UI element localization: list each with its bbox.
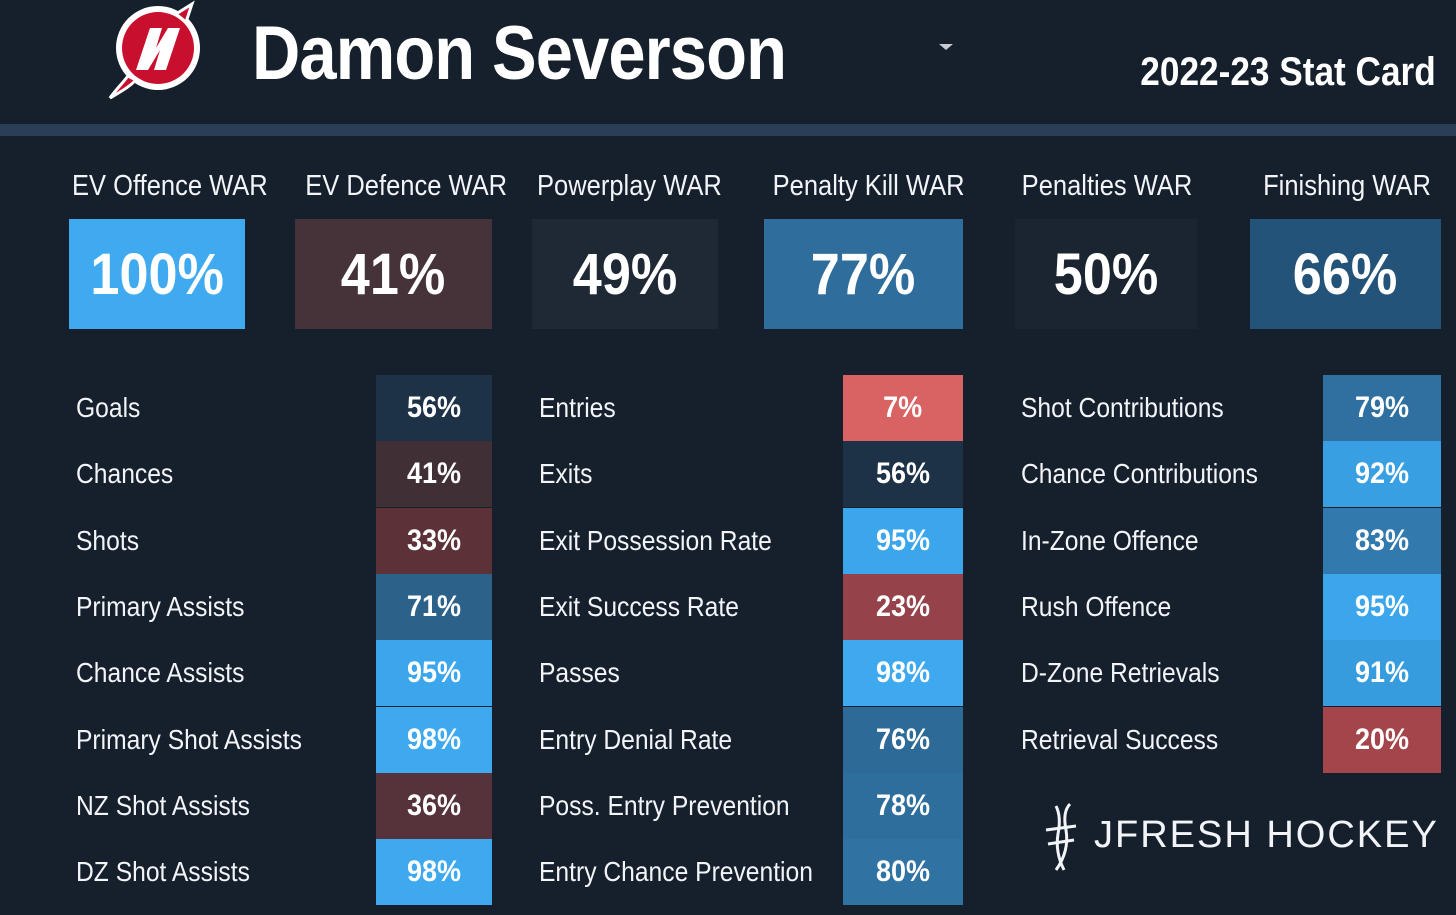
stat-value-entries: 7%: [843, 375, 963, 441]
stat-value-chance-contributions: 92%: [1323, 441, 1441, 507]
war-value-penalties: 50%: [1015, 219, 1197, 329]
war-label-ev-defence: EV Defence WAR: [305, 170, 508, 202]
stat-label-chance-contributions: Chance Contributions: [1021, 458, 1258, 489]
stat-value-entry-denial-rate: 76%: [843, 707, 963, 773]
stat-value-nz-shot-assists: 36%: [376, 773, 492, 839]
stat-label-rush-offence: Rush Offence: [1021, 591, 1172, 622]
stat-label-exit-success-rate: Exit Success Rate: [539, 591, 739, 622]
stat-label-entries: Entries: [539, 392, 616, 423]
war-value-finishing: 66%: [1250, 219, 1441, 329]
jfresh-logo-icon: [1045, 802, 1077, 871]
stat-value-dz-shot-assists: 98%: [376, 839, 492, 905]
stat-label-primary-shot-assists: Primary Shot Assists: [76, 724, 302, 755]
war-label-penalties: Penalties WAR: [1021, 170, 1193, 202]
stat-value-primary-shot-assists: 98%: [376, 707, 492, 773]
stat-label-shot-contributions: Shot Contributions: [1021, 392, 1224, 423]
war-label-penalty-kill: Penalty Kill WAR: [772, 170, 965, 202]
stat-value-primary-assists: 71%: [376, 574, 492, 640]
stat-value-goals: 56%: [376, 375, 492, 441]
stat-label-in-zone-offence: In-Zone Offence: [1021, 525, 1199, 556]
stat-label-exit-possession-rate: Exit Possession Rate: [539, 525, 772, 556]
stat-label-d-zone-retrievals: D-Zone Retrievals: [1021, 657, 1220, 688]
stat-value-chance-assists: 95%: [376, 640, 492, 706]
stat-label-entry-denial-rate: Entry Denial Rate: [539, 724, 733, 755]
stat-value-chances: 41%: [376, 441, 492, 507]
war-label-finishing: Finishing WAR: [1263, 170, 1431, 202]
stat-value-entry-chance-prevention: 80%: [843, 839, 963, 905]
stat-value-d-zone-retrievals: 91%: [1323, 640, 1441, 706]
jfresh-hockey-brand: JFRESH HOCKEY: [1036, 800, 1439, 876]
stat-label-poss-entry-prevention: Poss. Entry Prevention: [539, 790, 790, 821]
stat-label-passes: Passes: [539, 657, 620, 688]
stat-label-chances: Chances: [76, 458, 174, 489]
card-title: 2022-23 Stat Card: [1140, 50, 1436, 94]
stat-label-retrieval-success: Retrieval Success: [1021, 724, 1219, 755]
stat-label-exits: Exits: [539, 458, 593, 489]
war-value-ev-defence: 41%: [295, 219, 492, 329]
stat-value-shot-contributions: 79%: [1323, 375, 1441, 441]
player-name: Damon Severson: [252, 11, 787, 96]
stat-value-in-zone-offence: 83%: [1323, 508, 1441, 574]
stat-value-shots: 33%: [376, 508, 492, 574]
stat-value-passes: 98%: [843, 640, 963, 706]
player-dropdown-icon[interactable]: [939, 44, 953, 50]
war-value-ev-offence: 100%: [69, 219, 245, 329]
brand-text: JFRESH HOCKEY: [1094, 814, 1439, 856]
war-label-ev-offence: EV Offence WAR: [72, 170, 268, 202]
war-value-powerplay: 49%: [532, 219, 718, 329]
stat-label-chance-assists: Chance Assists: [76, 657, 245, 688]
stat-label-dz-shot-assists: DZ Shot Assists: [76, 856, 250, 887]
stat-value-retrieval-success: 20%: [1323, 707, 1441, 773]
stat-value-exit-success-rate: 23%: [843, 574, 963, 640]
stat-label-nz-shot-assists: NZ Shot Assists: [76, 790, 250, 821]
war-value-penalty-kill: 77%: [764, 219, 963, 329]
stat-label-goals: Goals: [76, 392, 141, 423]
header: [0, 0, 1456, 124]
war-label-powerplay: Powerplay WAR: [537, 170, 722, 202]
stat-label-primary-assists: Primary Assists: [76, 591, 245, 622]
stat-label-entry-chance-prevention: Entry Chance Prevention: [539, 856, 813, 887]
stat-value-poss-entry-prevention: 78%: [843, 773, 963, 839]
header-divider: [0, 124, 1456, 136]
stat-value-exits: 56%: [843, 441, 963, 507]
stat-value-rush-offence: 95%: [1323, 574, 1441, 640]
devils-logo-icon: [108, 0, 200, 100]
stat-label-shots: Shots: [76, 525, 140, 556]
stat-value-exit-possession-rate: 95%: [843, 508, 963, 574]
